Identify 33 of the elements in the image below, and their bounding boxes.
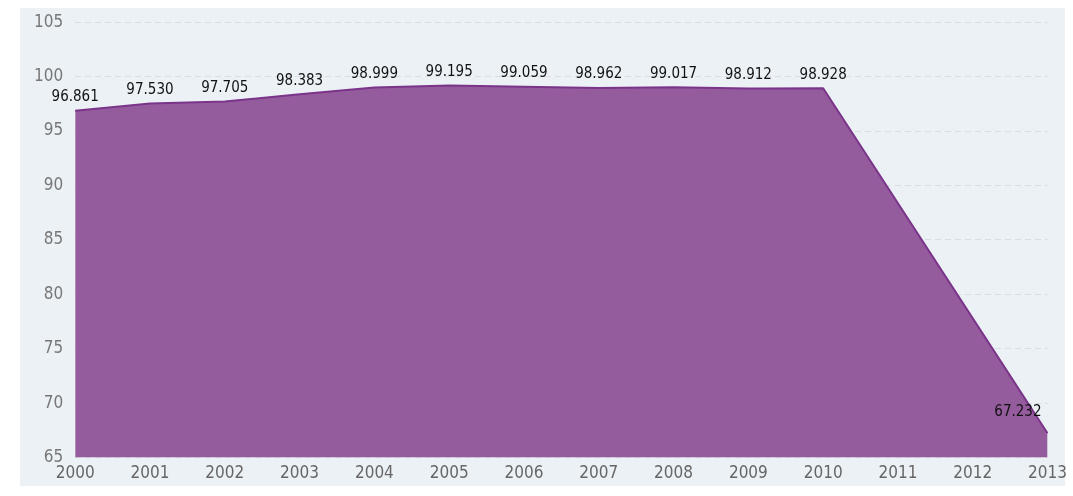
x-tick-label: 2006 [504, 462, 544, 483]
text: 98.928 [799, 64, 847, 83]
y-tick-label: 95 [43, 119, 64, 140]
x-tick-label: 2009 [728, 462, 768, 483]
y-tick-label: 75 [43, 337, 64, 358]
text: 97.705 [201, 78, 249, 96]
x-tick-label: 2005 [429, 462, 469, 483]
x-tick-label: 2007 [579, 462, 619, 483]
text: 98.912 [724, 64, 772, 83]
text: 97.530 [126, 79, 174, 98]
y-tick-label: 105 [34, 10, 64, 31]
text: 98.962 [575, 64, 623, 83]
x-tick-label: 2013 [1028, 462, 1067, 483]
y-tick-label: 100 [34, 65, 64, 86]
y-tick-label: 90 [43, 173, 64, 194]
text: 96.861 [51, 87, 99, 106]
text: 99.195 [425, 61, 473, 80]
y-tick-label: 85 [43, 228, 64, 249]
x-tick-label: 2011 [878, 462, 918, 483]
x-tick-label: 2000 [55, 462, 95, 483]
x-tick-label: 2012 [953, 462, 993, 483]
text: 99.017 [649, 63, 698, 82]
y-tick-label: 80 [43, 282, 64, 303]
x-tick-label: 2010 [803, 462, 843, 483]
x-tick-label: 2004 [354, 462, 394, 483]
text: 98.999 [350, 63, 398, 82]
x-tick-label: 2001 [130, 462, 170, 483]
x-tick-label: 2002 [205, 462, 245, 483]
x-tick-label: 2003 [280, 462, 320, 483]
text: 98.383 [275, 70, 324, 89]
x-tick-label: 2008 [654, 462, 694, 483]
y-tick-label: 70 [43, 391, 64, 412]
text: 99.059 [500, 63, 548, 82]
